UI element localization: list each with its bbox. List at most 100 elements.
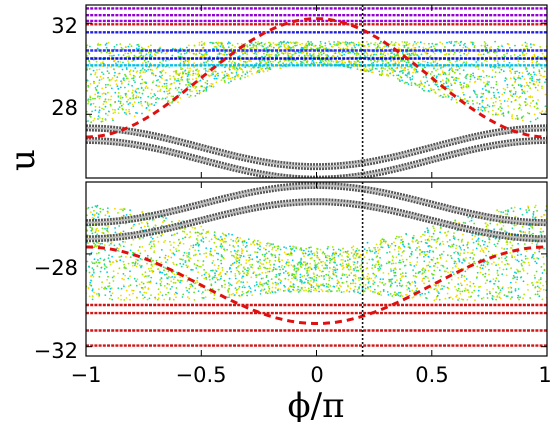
upper-sea-point [89, 98, 92, 101]
upper-sea-point [436, 81, 439, 84]
upper-sea-point [537, 79, 540, 81]
upper-sea-point [506, 83, 509, 86]
upper-sea-point [410, 84, 413, 87]
lower-sea-point [399, 277, 402, 280]
upper-sea-point [469, 75, 472, 78]
lower-sea-point [322, 267, 325, 270]
upper-sea-point [462, 62, 464, 65]
upper-sea-point [103, 100, 106, 103]
upper-sea-point [507, 105, 510, 107]
upper-sea-point [319, 40, 322, 43]
lower-sea-point [215, 252, 218, 255]
upper-sea-point [433, 74, 436, 77]
upper-sea-point [462, 99, 465, 101]
lower-sea-point [102, 232, 105, 235]
lower-sea-point [375, 243, 378, 246]
lower-sea-point [138, 223, 141, 225]
upper-sea-point [401, 69, 404, 72]
lower-sea-point [328, 276, 331, 278]
lower-sea-point [262, 263, 265, 266]
lower-sea-point [532, 232, 534, 235]
upper-sea-point [434, 83, 437, 86]
lower-sea-point [151, 237, 154, 240]
lower-sea-point [268, 242, 271, 245]
lower-sea-point [259, 293, 262, 295]
upper-sea-point [213, 77, 216, 80]
upper-sea-point [403, 46, 406, 49]
lower-sea-point [439, 227, 442, 230]
upper-sea-point [425, 76, 428, 79]
lower-sea-point [129, 270, 131, 273]
lower-sea-point [497, 280, 500, 283]
upper-sea-point [424, 66, 427, 69]
lower-sea-point [259, 241, 262, 244]
upper-sea-point [100, 51, 103, 54]
lower-sea-point [279, 272, 282, 275]
upper-sea-point [217, 74, 220, 77]
lower-sea-point [221, 238, 223, 241]
lower-sea-point [274, 256, 277, 259]
upper-sea-point [495, 112, 497, 115]
lower-sea-point [377, 291, 380, 294]
lower-sea-point [448, 297, 451, 299]
upper-sea-point [406, 41, 408, 43]
upper-sea-point [295, 42, 297, 44]
lower-sea-point [395, 292, 398, 295]
lower-sea-point [337, 287, 340, 290]
upper-sea-point [198, 70, 200, 72]
lower-sea-point [526, 257, 529, 260]
upper-sea-point [127, 52, 129, 55]
lower-sea-point [282, 268, 284, 271]
lower-sea-point [462, 221, 465, 224]
upper-sea-point [114, 111, 116, 114]
upper-sea-point [514, 70, 517, 73]
lower-sea-point [249, 254, 252, 256]
upper-sea-point [110, 105, 112, 107]
lower-sea-point [357, 277, 360, 279]
upper-sea-point [383, 51, 386, 54]
lower-sea-point [466, 268, 469, 271]
lower-sea-point [292, 273, 294, 276]
upper-sea-point [349, 43, 351, 46]
lower-sea-point [185, 286, 188, 289]
upper-sea-point [462, 46, 465, 49]
upper-sea-point [91, 110, 93, 113]
lower-sea-point [371, 267, 373, 269]
lower-sea-point [378, 293, 381, 295]
lower-sea-point [460, 298, 463, 301]
lower-sea-point [483, 243, 485, 246]
lower-sea-point [487, 261, 489, 264]
upper-sea-point [356, 68, 359, 70]
upper-sea-point [185, 84, 187, 86]
upper-sea-point [523, 85, 526, 87]
upper-sea-point [246, 60, 249, 63]
lower-sea-point [491, 298, 494, 301]
lower-sea-point [341, 255, 343, 257]
lower-sea-point [411, 289, 414, 292]
lower-sea-point [342, 259, 344, 261]
upper-sea-point [417, 55, 420, 58]
lower-sea-point [159, 271, 162, 274]
lower-sea-point [335, 285, 338, 287]
lower-sea-point [386, 251, 388, 254]
upper-sea-point [343, 53, 346, 56]
lower-sea-point [160, 234, 163, 237]
lower-sea-point [383, 238, 385, 241]
lower-sea-point [341, 268, 344, 271]
lower-sea-point [474, 235, 476, 238]
lower-sea-point [469, 281, 472, 283]
lower-sea-point [172, 246, 175, 249]
lower-sea-point [346, 259, 349, 262]
upper-sea-point [413, 54, 416, 57]
upper-sea-point [109, 51, 112, 54]
upper-sea-point [348, 60, 350, 63]
upper-sea-point [226, 72, 228, 75]
lower-sea-point [266, 283, 269, 286]
upper-sea-point [518, 103, 521, 106]
lower-sea-point [525, 250, 528, 253]
upper-sea-point [530, 46, 532, 49]
upper-sea-point [321, 45, 324, 48]
upper-sea-point [535, 81, 538, 83]
upper-sea-point [349, 56, 351, 59]
lower-sea-point [419, 252, 421, 255]
